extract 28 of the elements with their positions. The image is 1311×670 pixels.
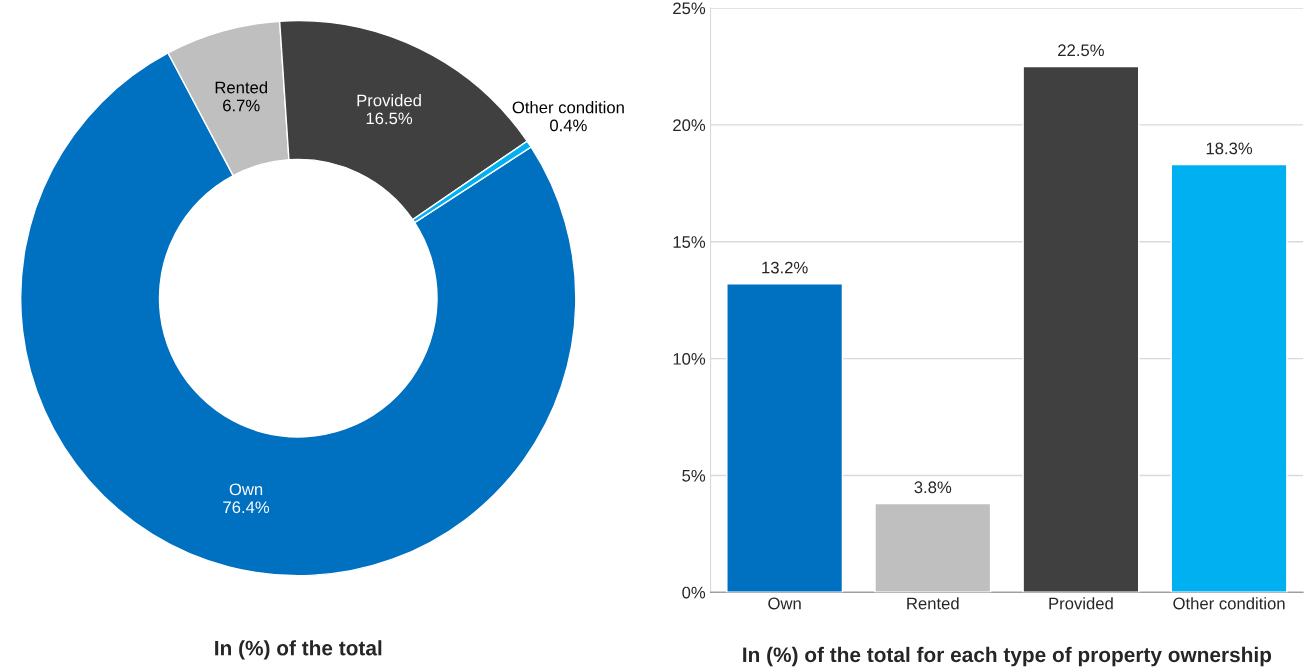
bar (1170, 163, 1288, 593)
slice-label: Other condition (512, 101, 624, 114)
data-label: 13.2% (762, 261, 808, 274)
data-label: 18.3% (1206, 142, 1253, 155)
y-tick-label: 20% (673, 119, 706, 132)
bar (1022, 65, 1140, 593)
text: In (%) of the total for each type of property ownership (743, 646, 1272, 667)
x-tick-label: Own (768, 597, 801, 610)
slice-label: Own (229, 483, 263, 496)
y-tick-label: 5% (682, 469, 706, 482)
data-label: 3.8% (914, 481, 952, 494)
y-tick-label: 0% (682, 586, 706, 599)
y-tick-label: 10% (673, 352, 706, 365)
bar (874, 502, 992, 593)
text: In (%) of the total (215, 640, 382, 660)
y-tick-label: 15% (673, 236, 706, 248)
x-tick-label: Rented (907, 597, 959, 610)
data-label: 6.7% (223, 99, 260, 112)
x-tick-label: Provided (1049, 597, 1113, 610)
y-tick-label: 25% (673, 2, 706, 15)
slice-label: Provided (357, 94, 421, 107)
data-label: 22.5% (1058, 44, 1104, 57)
bar (726, 283, 844, 593)
x-tick-label: Other condition (1173, 597, 1285, 610)
data-label: 0.4% (550, 119, 587, 132)
data-label: 76.4% (223, 501, 270, 514)
slice-label: Rented (215, 81, 268, 94)
data-label: 16.5% (366, 112, 413, 125)
